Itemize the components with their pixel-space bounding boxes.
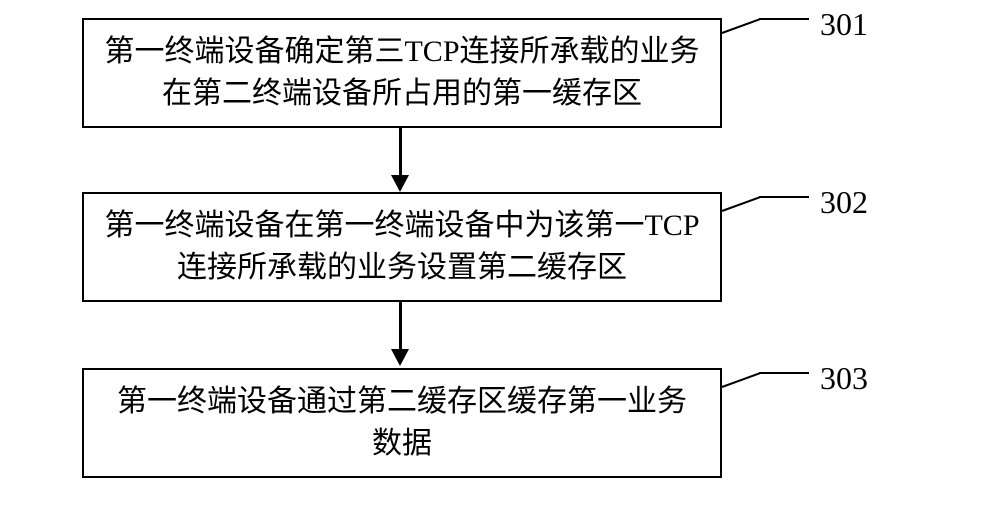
leader-line-2 — [759, 196, 809, 198]
leader-slash-1 — [722, 18, 760, 34]
step-3-label: 303 — [820, 360, 868, 397]
leader-line-3 — [759, 372, 809, 374]
flowchart-step-2: 第一终端设备在第一终端设备中为该第一TCP连接所承载的业务设置第二缓存区 — [82, 192, 722, 302]
flowchart-step-3: 第一终端设备通过第二缓存区缓存第一业务数据 — [82, 368, 722, 478]
arrow-1-line — [399, 128, 402, 177]
step-2-label: 302 — [820, 184, 868, 221]
arrow-1-head — [391, 175, 409, 192]
leader-line-1 — [759, 18, 809, 20]
arrow-2-line — [399, 302, 402, 351]
flowchart-container: 第一终端设备确定第三TCP连接所承载的业务在第二终端设备所占用的第一缓存区 30… — [0, 0, 1000, 530]
leader-slash-3 — [722, 372, 760, 388]
step-1-text: 第一终端设备确定第三TCP连接所承载的业务在第二终端设备所占用的第一缓存区 — [104, 31, 700, 115]
step-3-text: 第一终端设备通过第二缓存区缓存第一业务数据 — [104, 381, 700, 465]
step-1-label: 301 — [820, 6, 868, 43]
step-2-text: 第一终端设备在第一终端设备中为该第一TCP连接所承载的业务设置第二缓存区 — [104, 205, 700, 289]
arrow-2-head — [391, 349, 409, 366]
leader-slash-2 — [722, 196, 760, 212]
flowchart-step-1: 第一终端设备确定第三TCP连接所承载的业务在第二终端设备所占用的第一缓存区 — [82, 18, 722, 128]
